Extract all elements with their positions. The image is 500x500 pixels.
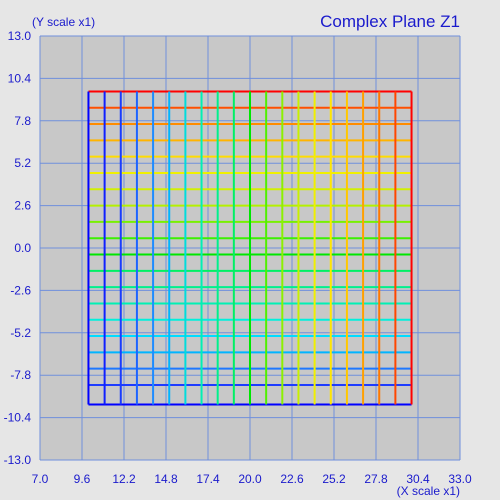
y-tick-label: 13.0 bbox=[8, 29, 32, 43]
y-tick-label: -13.0 bbox=[4, 453, 32, 467]
y-tick-label: -7.8 bbox=[10, 368, 31, 382]
x-tick-label: 14.8 bbox=[154, 472, 178, 486]
y-tick-label: -2.6 bbox=[10, 283, 31, 297]
x-tick-labels: 7.0 9.6 12.2 14.8 17.4 20.0 22.6 25.2 27.8 30.4 33… bbox=[32, 472, 472, 486]
y-tick-label: 10.4 bbox=[8, 71, 32, 85]
x-tick-label: 20.0 bbox=[238, 472, 262, 486]
x-tick-label: 17.4 bbox=[196, 472, 220, 486]
x-tick-label: 9.6 bbox=[74, 472, 91, 486]
y-tick-label: 2.6 bbox=[14, 199, 31, 213]
x-tick-label: 7.0 bbox=[32, 472, 49, 486]
y-axis-label: (Y scale x1) bbox=[32, 15, 95, 29]
y-tick-label: -5.2 bbox=[10, 326, 31, 340]
y-tick-label: 7.8 bbox=[14, 114, 31, 128]
y-tick-label: 5.2 bbox=[14, 156, 31, 170]
y-tick-labels: 13.0 10.4 7.8 5.2 2.6 0.0 -2.6 -5.2 -7.8 -10.4 -13… bbox=[4, 29, 32, 467]
mesh-layer bbox=[87, 90, 413, 406]
x-tick-label: 22.6 bbox=[280, 472, 304, 486]
chart-title: Complex Plane Z1 bbox=[320, 12, 460, 31]
x-tick-label: 25.2 bbox=[322, 472, 346, 486]
x-tick-label: 27.8 bbox=[364, 472, 388, 486]
y-tick-label: 0.0 bbox=[14, 241, 31, 255]
y-tick-label: -10.4 bbox=[4, 411, 32, 425]
x-tick-label: 33.0 bbox=[448, 472, 472, 486]
x-tick-label: 12.2 bbox=[112, 472, 136, 486]
x-tick-label: 30.4 bbox=[406, 472, 430, 486]
x-axis-label: (X scale x1) bbox=[397, 484, 460, 498]
